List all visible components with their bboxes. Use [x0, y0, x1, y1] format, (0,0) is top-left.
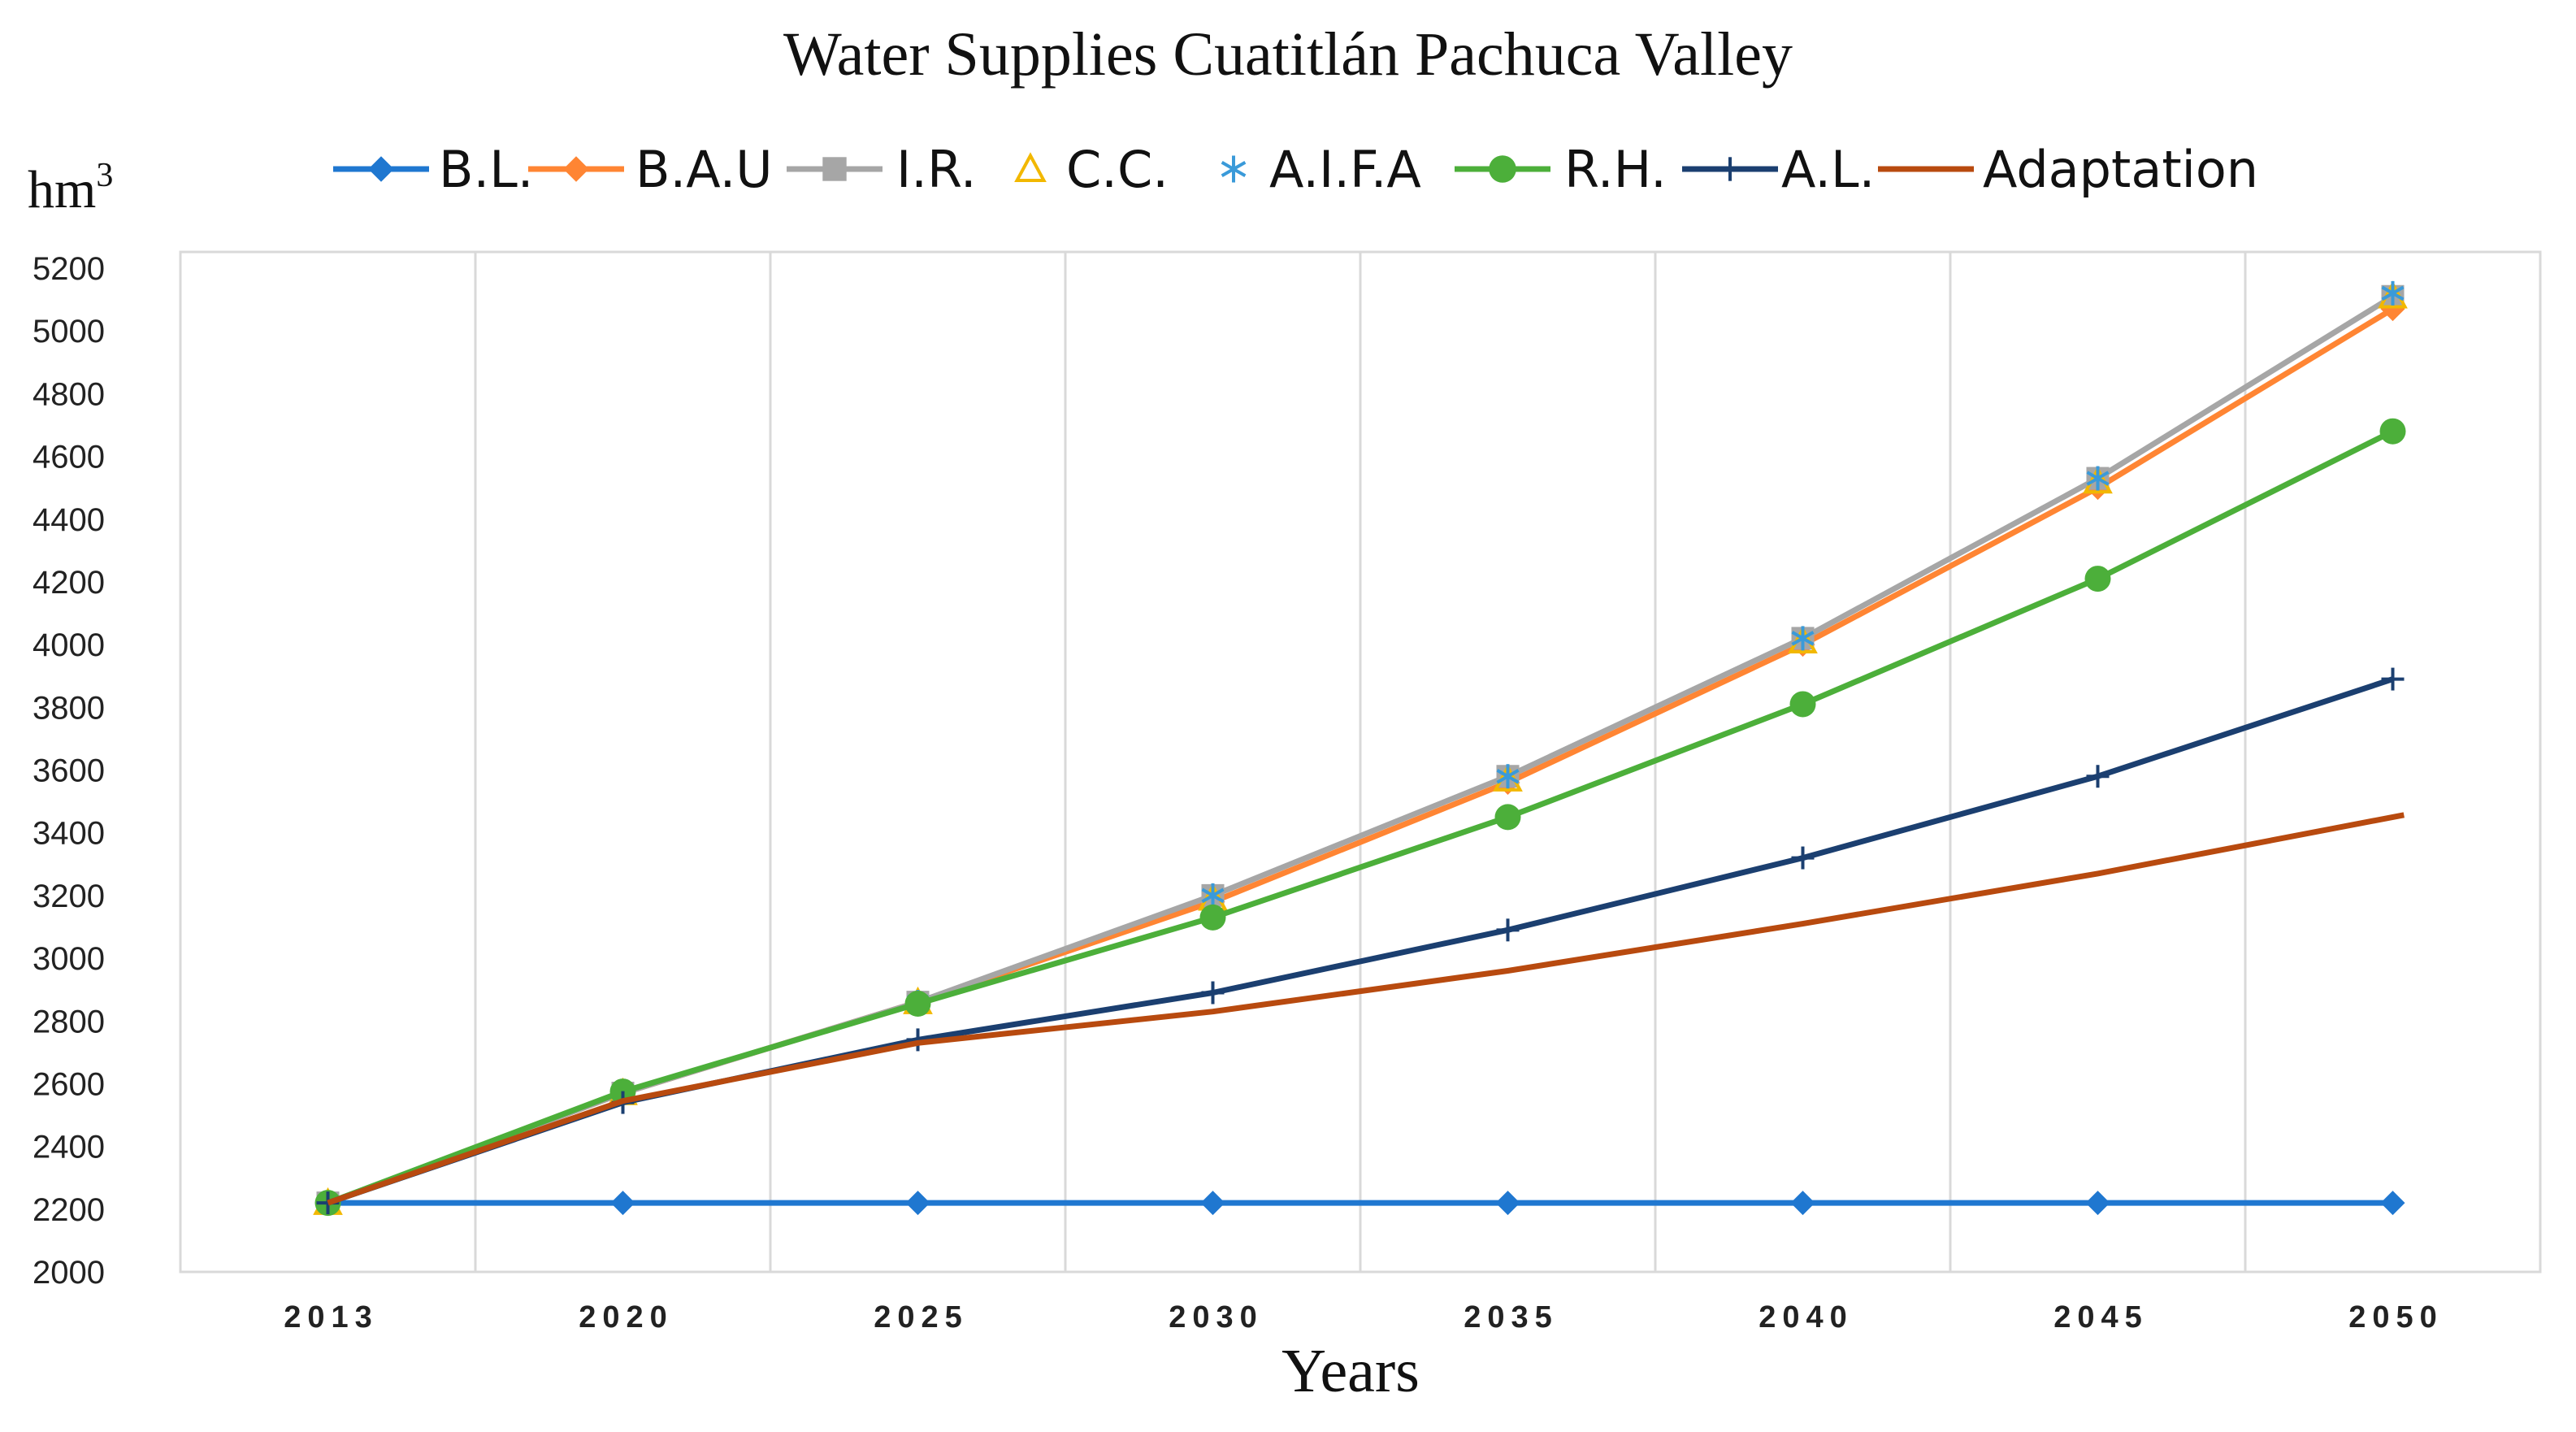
y-tick-label: 2400 — [33, 1130, 105, 1165]
legend-item: A.I.F.A — [1221, 140, 1421, 199]
legend-item: B.A.U — [528, 140, 773, 199]
legend-item: R.H. — [1455, 140, 1667, 199]
marker-triangle — [1014, 152, 1047, 183]
marker-plus — [2381, 667, 2405, 691]
y-tick-label: 5200 — [33, 251, 105, 287]
marker-asterisk — [1221, 155, 1247, 183]
marker-circle — [2084, 566, 2111, 592]
series-line — [327, 428, 2395, 1206]
marker-diamond — [2085, 1191, 2110, 1216]
legend-label: I.R. — [896, 140, 977, 199]
marker-diamond — [368, 156, 394, 182]
y-axis-unit-base: hm — [28, 160, 96, 219]
chart-title: Water Supplies Cuatitlán Pachuca Valley — [783, 20, 1793, 89]
legend-label: B.L. — [439, 140, 534, 199]
marker-plus — [1201, 981, 1225, 1005]
legend-label: Adaptation — [1983, 140, 2258, 199]
marker-diamond — [1200, 1191, 1225, 1216]
y-tick-label: 2800 — [33, 1004, 105, 1039]
legend-item: C.C. — [1014, 140, 1169, 199]
marker-asterisk — [1791, 626, 1815, 651]
legend-label: A.L. — [1781, 140, 1875, 199]
marker-circle — [904, 991, 931, 1018]
marker-plus — [1718, 157, 1742, 181]
y-tick-label: 4600 — [33, 440, 105, 475]
x-tick-label: 2025 — [874, 1300, 969, 1334]
y-tick-label: 4000 — [33, 627, 105, 663]
y-tick-label: 3000 — [33, 941, 105, 977]
marker-plus — [1791, 846, 1815, 870]
marker-diamond — [610, 1191, 635, 1216]
legend-label: B.A.U — [635, 140, 773, 199]
y-tick-label: 3600 — [33, 753, 105, 789]
y-tick-label: 4400 — [33, 502, 105, 538]
legend-item: B.L. — [333, 140, 534, 199]
series-line — [327, 812, 2405, 1206]
x-axis-ticks: 2013 2020 2025 2030 2035 2040 2045 2050 — [284, 1300, 2444, 1334]
y-tick-label: 2200 — [33, 1192, 105, 1228]
y-tick-label: 3200 — [33, 879, 105, 914]
marker-diamond — [2380, 1191, 2405, 1216]
legend-item: Adaptation — [1878, 140, 2258, 199]
y-tick-label: 2000 — [33, 1255, 105, 1291]
y-tick-label: 3800 — [33, 690, 105, 726]
marker-asterisk — [2381, 280, 2405, 306]
y-axis-ticks: 2000 2200 2400 2600 2800 3000 3200 3400 3600 3800… — [33, 251, 105, 1291]
marker-asterisk — [1201, 883, 1225, 908]
y-tick-label: 2600 — [33, 1066, 105, 1102]
x-tick-label: 2045 — [2053, 1300, 2149, 1334]
marker-circle — [1489, 155, 1516, 183]
x-tick-label: 2020 — [579, 1300, 674, 1334]
marker-circle — [1494, 804, 1521, 831]
series-adaptation — [327, 812, 2405, 1206]
series-layer — [313, 280, 2408, 1217]
marker-circle — [1789, 691, 1816, 718]
x-tick-label: 2013 — [284, 1300, 379, 1334]
x-tick-label: 2035 — [1464, 1300, 1559, 1334]
y-tick-label: 4800 — [33, 376, 105, 412]
x-tick-label: 2030 — [1169, 1300, 1264, 1334]
marker-diamond — [905, 1191, 930, 1216]
marker-plus — [2086, 765, 2110, 788]
marker-circle — [2379, 418, 2406, 445]
marker-circle — [1199, 904, 1226, 931]
y-axis-unit: hm3 — [28, 157, 113, 219]
x-axis-title: Years — [1281, 1337, 1420, 1405]
marker-plus — [1496, 918, 1520, 942]
series-r-h — [314, 418, 2406, 1217]
y-axis-unit-superscript: 3 — [96, 157, 113, 194]
marker-diamond — [563, 156, 589, 182]
marker-asterisk — [2086, 466, 2110, 491]
y-tick-label: 5000 — [33, 314, 105, 349]
legend-label: R.H. — [1564, 140, 1667, 199]
marker-square — [822, 157, 847, 181]
gridlines — [474, 252, 2247, 1272]
legend-label: C.C. — [1066, 140, 1169, 199]
marker-diamond — [1790, 1191, 1815, 1216]
marker-asterisk — [1496, 764, 1520, 789]
y-tick-label: 3400 — [33, 816, 105, 852]
x-tick-label: 2040 — [1759, 1300, 1854, 1334]
marker-diamond — [1495, 1191, 1520, 1216]
legend-item: I.R. — [787, 140, 977, 199]
y-tick-label: 4200 — [33, 565, 105, 601]
legend-item: A.L. — [1682, 140, 1875, 199]
legend: B.L. B.A.U I.R. C.C. A.I.F.A R.H. A.L. Adaptati… — [333, 140, 2258, 199]
legend-label: A.I.F.A — [1269, 140, 1421, 199]
x-tick-label: 2050 — [2348, 1300, 2444, 1334]
